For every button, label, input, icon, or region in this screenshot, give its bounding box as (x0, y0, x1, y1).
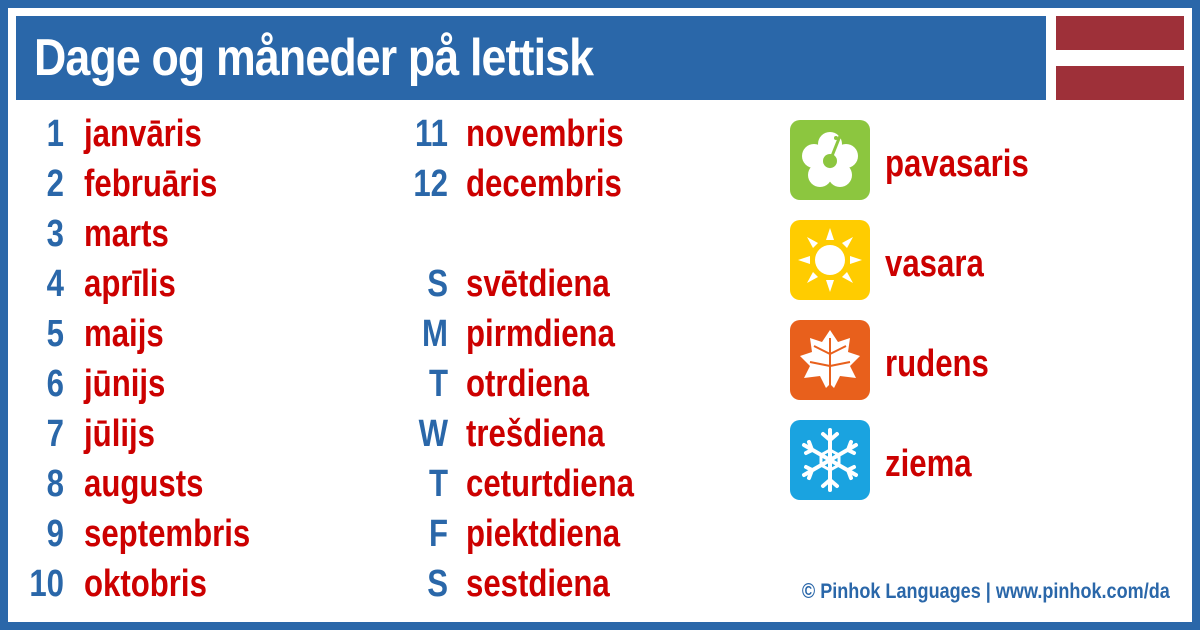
day-word: ceturtdiena (466, 463, 634, 505)
month-word: oktobris (84, 563, 207, 605)
day-word: sestdiena (466, 563, 610, 605)
month-word: jūnijs (84, 363, 166, 405)
month-word: septembris (84, 513, 251, 555)
day-letter: S (427, 263, 448, 305)
day-letter: F (428, 513, 448, 555)
month-word: novembris (466, 113, 624, 155)
month-word: maijs (84, 313, 164, 355)
month-number: 11 (415, 113, 448, 155)
snowflake-icon (790, 420, 870, 500)
day-letter: T (428, 463, 448, 505)
footer-credit: © Pinhok Languages | www.pinhok.com/da (802, 580, 1170, 603)
sun-icon (790, 220, 870, 300)
hibiscus-flower-icon (790, 120, 870, 200)
month-number: 10 (29, 563, 64, 605)
day-letter: W (418, 413, 448, 455)
month-number: 3 (46, 213, 64, 255)
day-word: trešdiena (466, 413, 605, 455)
season-word: rudens (885, 343, 989, 385)
month-number: 9 (46, 513, 64, 555)
month-number: 8 (46, 463, 64, 505)
month-word: jūlijs (84, 413, 155, 455)
day-letter: M (422, 313, 448, 355)
month-word: aprīlis (84, 263, 176, 305)
day-letter: S (427, 563, 448, 605)
latvian-flag-icon (1056, 16, 1184, 100)
month-word: augusts (84, 463, 204, 505)
season-word: ziema (885, 443, 972, 485)
season-word: vasara (885, 243, 984, 285)
month-number: 4 (46, 263, 64, 305)
month-word: februāris (84, 163, 218, 205)
month-number: 7 (46, 413, 64, 455)
day-word: svētdiena (466, 263, 610, 305)
day-word: pirmdiena (466, 313, 615, 355)
leaf-icon (790, 320, 870, 400)
month-number: 1 (46, 113, 64, 155)
day-word: otrdiena (466, 363, 589, 405)
page-title: Dage og måneder på lettisk (34, 29, 594, 87)
month-number: 2 (46, 163, 64, 205)
day-word: piektdiena (466, 513, 621, 555)
month-number: 6 (46, 363, 64, 405)
month-number: 12 (413, 163, 448, 205)
title-bar: Dage og måneder på lettisk (16, 16, 1046, 100)
month-word: janvāris (84, 113, 202, 155)
month-word: marts (84, 213, 169, 255)
season-word: pavasaris (885, 143, 1029, 185)
day-letter: T (428, 363, 448, 405)
month-word: decembris (466, 163, 622, 205)
month-number: 5 (46, 313, 64, 355)
